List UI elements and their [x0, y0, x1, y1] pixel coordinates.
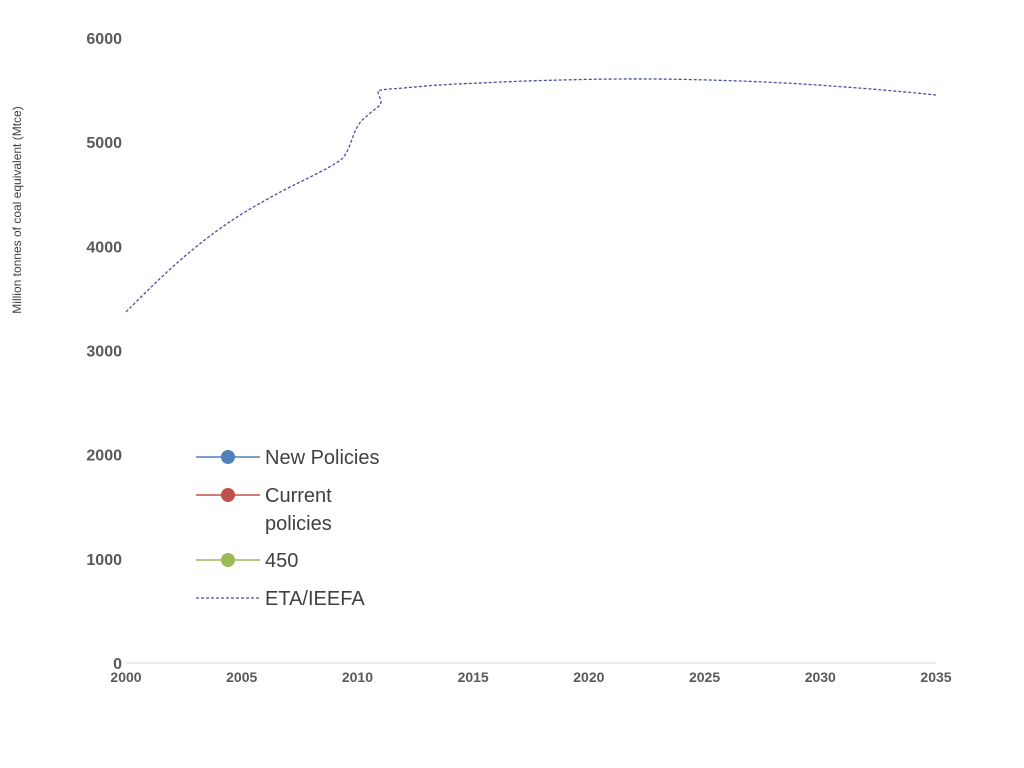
y-tick-label: 3000	[86, 344, 122, 361]
x-tick-label: 2000	[110, 669, 141, 685]
x-tick-label: 2010	[342, 669, 373, 685]
series-layer	[125, 78, 937, 313]
y-axis-ticks: 0 1000 2000 3000 4000 5000 6000	[86, 31, 122, 673]
x-tick-label: 2015	[458, 669, 489, 685]
x-axis-ticks: 2000 2005 2010 2015 2020 2025 2030 2035	[110, 669, 951, 685]
legend-label: 450	[265, 550, 298, 572]
x-tick-label: 2005	[226, 669, 257, 685]
series-line-eta-ieefa	[125, 78, 937, 313]
legend-label: New Policies	[265, 447, 379, 469]
y-tick-label: 6000	[86, 31, 122, 48]
y-axis-title: Million tonnes of coal equivalent (Mtce)	[10, 106, 24, 313]
y-tick-label: 4000	[86, 239, 122, 256]
legend-marker	[221, 450, 235, 464]
legend: New Policies Current policies 450 ETA/IEEFA	[196, 447, 379, 610]
y-tick-label: 1000	[86, 552, 122, 569]
y-tick-label: 2000	[86, 448, 122, 465]
legend-item-current-policies: Current policies	[196, 485, 332, 535]
x-tick-label: 2030	[805, 669, 836, 685]
legend-marker	[221, 488, 235, 502]
x-tick-label: 2020	[573, 669, 604, 685]
x-tick-label: 2035	[920, 669, 951, 685]
x-tick-label: 2025	[689, 669, 720, 685]
y-tick-label: 0	[113, 656, 122, 673]
legend-item-new-policies: New Policies	[196, 447, 379, 469]
legend-item-eta-ieefa: ETA/IEEFA	[196, 588, 365, 610]
legend-label: ETA/IEEFA	[265, 588, 365, 610]
y-tick-label: 5000	[86, 135, 122, 152]
legend-label: Current policies	[265, 485, 332, 535]
legend-marker	[221, 553, 235, 567]
legend-item-450: 450	[196, 550, 298, 572]
